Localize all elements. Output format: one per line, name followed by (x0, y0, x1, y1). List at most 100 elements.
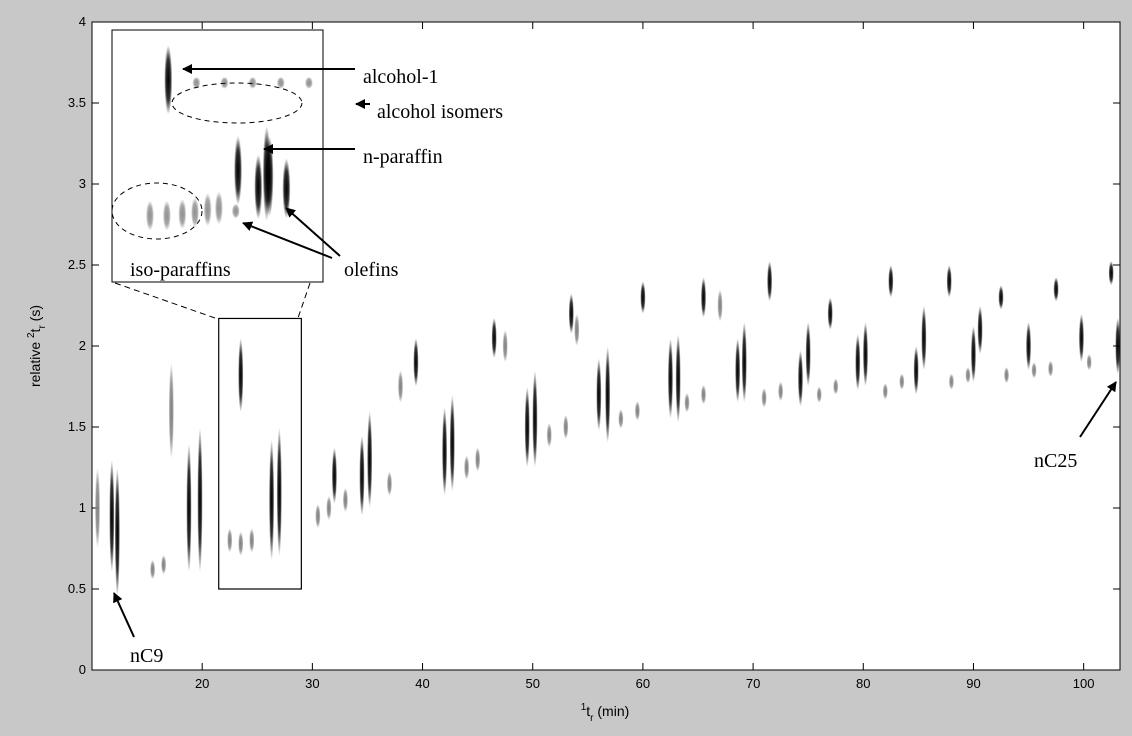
x-tick-label: 40 (415, 676, 429, 691)
peak (192, 76, 201, 89)
peak (145, 200, 154, 231)
y-tick-label: 3.5 (68, 95, 86, 110)
peak (197, 427, 203, 573)
label-base: t (27, 328, 43, 332)
peak (397, 370, 404, 403)
label-pre: relative (27, 338, 43, 387)
x-tick-label: 80 (856, 676, 870, 691)
label-sup: 2 (26, 332, 37, 338)
peak (276, 427, 282, 557)
peak (888, 265, 894, 298)
peak (178, 199, 187, 230)
peak (359, 435, 365, 517)
label-rest: (s) (27, 305, 43, 325)
peak (797, 350, 804, 407)
peak (568, 293, 574, 334)
peak (386, 471, 393, 496)
peak (761, 388, 767, 408)
arrow (285, 207, 341, 257)
peak (114, 467, 120, 598)
peak (164, 45, 173, 115)
annotation: alcohol isomers (377, 101, 503, 123)
label-sup: 1 (581, 702, 587, 713)
peak (168, 362, 174, 460)
group-outline (171, 82, 303, 124)
peak (238, 531, 244, 556)
y-tick-label: 1 (79, 500, 86, 515)
y-tick-label: 1.5 (68, 419, 86, 434)
group-outline (111, 182, 203, 240)
x-tick-label: 70 (746, 676, 760, 691)
peak (449, 394, 455, 492)
peak (735, 337, 741, 403)
peak (946, 265, 952, 298)
arrow (242, 221, 333, 259)
peak (248, 76, 257, 89)
peak (805, 321, 811, 387)
inset-frame (111, 29, 324, 283)
peak (1078, 313, 1085, 363)
peak (827, 297, 833, 330)
peak (532, 370, 538, 468)
peak (717, 289, 723, 322)
zoom-guide (297, 282, 311, 319)
peak (700, 277, 707, 318)
peak (977, 305, 983, 355)
peak (574, 313, 580, 346)
peak (605, 346, 611, 444)
arrow (113, 592, 135, 638)
peak (767, 260, 773, 302)
arrows (113, 64, 1117, 638)
x-tick-label: 60 (636, 676, 650, 691)
peak (816, 386, 822, 403)
peak (862, 321, 869, 387)
x-tick-label: 100 (1073, 676, 1095, 691)
peak (282, 158, 291, 219)
peak (948, 373, 955, 390)
peak (186, 443, 192, 573)
peak (161, 554, 167, 575)
peak (1053, 277, 1059, 302)
peak (220, 76, 229, 89)
zoom-guide (114, 282, 216, 319)
annotation: n-paraffin (363, 146, 443, 168)
peak (546, 422, 552, 448)
peak (684, 392, 690, 413)
y-axis-label: relative 2tr (s) (26, 305, 48, 387)
annotation: olefins (344, 259, 399, 281)
arrow (1079, 381, 1117, 438)
annotation: iso-paraffins (130, 259, 231, 281)
label-sub: r (37, 325, 48, 329)
peak (970, 325, 977, 383)
annotation: nC25 (1034, 450, 1077, 472)
peak (563, 414, 569, 440)
peak (214, 191, 223, 225)
peak (441, 406, 448, 496)
peak (315, 503, 321, 529)
peak (778, 381, 784, 402)
peak (965, 367, 971, 384)
peak (640, 281, 646, 314)
y-tick-label: 2.5 (68, 257, 86, 272)
peak (342, 487, 349, 513)
peak (618, 409, 624, 429)
peak (304, 76, 313, 89)
peak (1108, 260, 1114, 286)
zoom-box (218, 317, 302, 590)
x-tick-label: 30 (305, 676, 319, 691)
y-tick-label: 4 (79, 14, 86, 29)
peak (203, 192, 212, 227)
peak (268, 439, 275, 561)
peak (998, 285, 1004, 310)
y-tick-label: 0 (79, 662, 86, 677)
peak (249, 528, 255, 553)
peak (331, 447, 338, 504)
peak (1115, 317, 1121, 375)
peak (833, 378, 839, 395)
peak (675, 333, 681, 423)
peak (1047, 360, 1054, 377)
peak (1003, 367, 1010, 384)
y-tick-label: 3 (79, 176, 86, 191)
x-tick-label: 90 (966, 676, 980, 691)
